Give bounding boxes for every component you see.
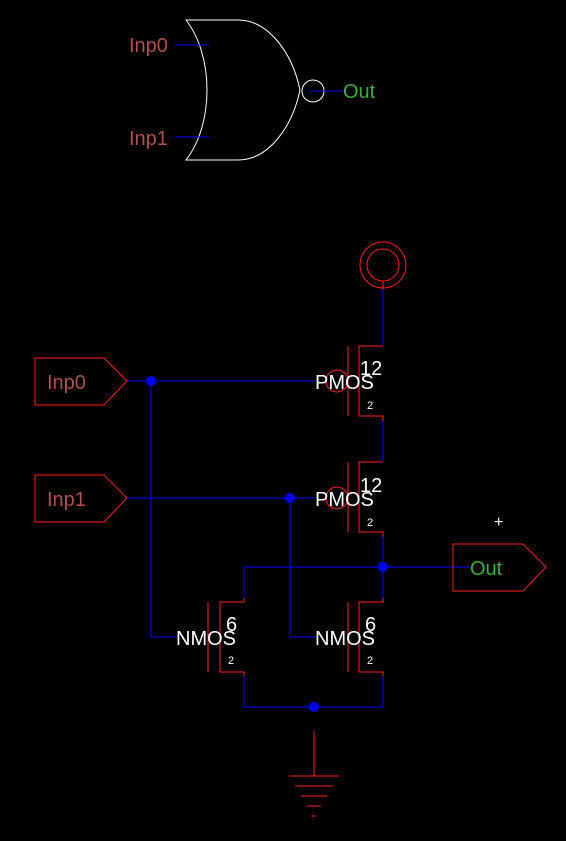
nmos-right[interactable]: NMOS 6 2 (315, 598, 384, 676)
pmos-bottom-body (325, 461, 384, 537)
junction-inp1 (285, 493, 295, 503)
nor-gate-symbol[interactable]: Inp0 Inp1 Out (129, 19, 376, 161)
vdd-symbol[interactable] (359, 241, 407, 289)
ground-symbol[interactable] (289, 731, 339, 817)
nmos-left-type: NMOS (176, 628, 236, 650)
nmos-left-body (207, 598, 245, 676)
pmos-bottom[interactable]: PMOS 12 2 (315, 461, 384, 537)
vdd-inner-ring (366, 248, 400, 282)
pmos-bottom-length: 2 (367, 517, 373, 529)
junction-gnd (309, 702, 319, 712)
nmos-left[interactable]: NMOS 6 2 (176, 598, 245, 676)
port-inp0-shape (34, 357, 128, 406)
nmos-right-length: 2 (367, 655, 373, 667)
pmos-bottom-type: PMOS (315, 489, 374, 511)
port-inp1[interactable]: Inp1 (34, 474, 128, 523)
nmos-left-length: 2 (228, 655, 234, 667)
pmos-top-length: 2 (367, 400, 373, 412)
port-inp1-label: Inp1 (47, 489, 86, 511)
port-inp0[interactable]: Inp0 (34, 357, 128, 406)
junction-out (378, 562, 388, 572)
nmos-left-width: 6 (226, 614, 237, 636)
pmos-top-width: 12 (360, 358, 382, 380)
pmos-bottom-width: 12 (360, 475, 382, 497)
port-inp0-label: Inp0 (47, 372, 86, 394)
symbol-input1-label: Inp1 (129, 128, 168, 150)
nmos-right-body (347, 598, 384, 676)
port-inp1-shape (34, 474, 128, 523)
nmos-right-type: NMOS (315, 628, 375, 650)
cursor-crosshair: + (494, 514, 503, 531)
nmos-right-width: 6 (365, 614, 376, 636)
pmos-top-body (325, 345, 384, 421)
junction-inp0 (146, 376, 156, 386)
port-out-label: Out (470, 558, 503, 580)
pmos-top-type: PMOS (315, 372, 374, 394)
port-out-shape (452, 543, 547, 592)
port-out[interactable]: Out (452, 543, 547, 592)
wire-inp0-nmos (150, 381, 178, 638)
pmos-top[interactable]: PMOS 12 2 (315, 345, 384, 421)
nor-gate-body (184, 19, 301, 161)
junction-dots (146, 376, 388, 712)
symbol-output-label: Out (343, 81, 376, 103)
wire-inp1-nmos (289, 498, 318, 638)
symbol-input0-label: Inp0 (129, 35, 168, 57)
